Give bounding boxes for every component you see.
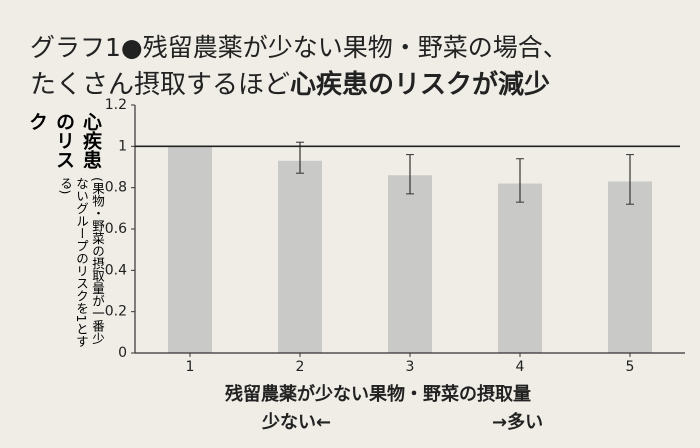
title: グラフ1●残留農薬が少ない果物・野菜の場合、	[30, 33, 568, 62]
y-tick-label: 1.2	[105, 97, 127, 113]
bar	[608, 181, 652, 353]
title-bold: 心疾患のリスクが減少	[290, 70, 551, 100]
y-tick-label: 0.4	[105, 262, 127, 278]
title-text: たくさん摂取するほど	[30, 70, 291, 100]
bar	[168, 146, 212, 353]
x-tick-label: 5	[626, 359, 635, 375]
x-tick-label: 4	[516, 359, 525, 375]
y-tick-label: 0.8	[105, 180, 127, 196]
y-label-note: (果物・野菜の摂取量が一番少ないグループのリスクを1とする)	[58, 177, 105, 348]
x-label-left: 少ない←	[262, 412, 332, 433]
bar	[498, 183, 542, 353]
y-tick-label: 0.2	[105, 304, 127, 320]
y-tick-label: 1	[118, 138, 127, 154]
x-label-right: →多い	[492, 412, 544, 433]
x-tick-label: 2	[296, 359, 305, 375]
y-tick-label: 0.6	[105, 221, 127, 237]
bar	[388, 175, 432, 353]
title: たくさん摂取するほど心疾患のリスクが減少	[30, 64, 550, 101]
bar	[278, 160, 322, 353]
x-tick-label: 1	[186, 359, 195, 375]
x-tick-label: 3	[406, 359, 415, 375]
x-axis-label: 残留農薬が少ない果物・野菜の摂取量	[225, 384, 531, 405]
y-axis-label: 心疾患のリスク (果物・野菜の摂取量が一番少ないグループのリスクを1とする)	[18, 112, 105, 352]
y-label: 心疾患のリスク	[26, 112, 102, 169]
y-tick-label: 0	[118, 345, 127, 361]
